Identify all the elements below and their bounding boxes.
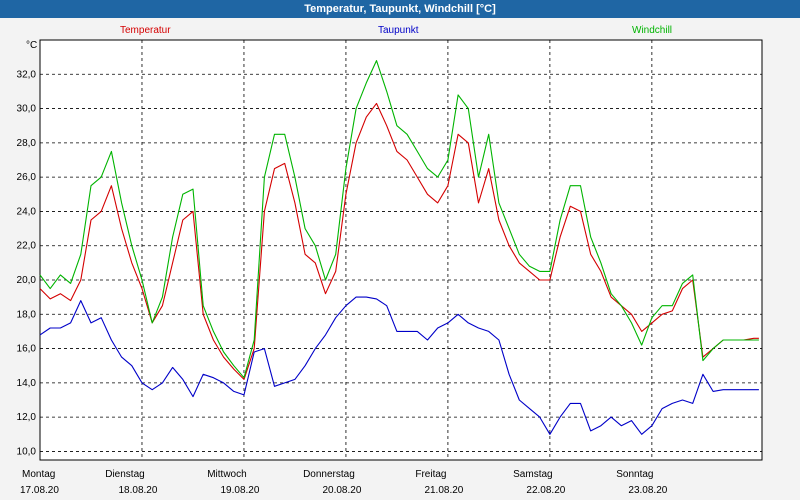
y-tick-label: 14,0 (17, 378, 37, 389)
y-gridlines (40, 73, 762, 452)
y-tick-label: 12,0 (17, 412, 37, 423)
plot-area (39, 39, 763, 461)
y-tick-label: 30,0 (17, 104, 37, 115)
x-tick-date: 20.08.20 (322, 485, 361, 496)
series-line-taupunkt (39, 296, 759, 435)
x-tick-day: Sonntag (616, 469, 653, 480)
y-tick-label: 16,0 (17, 344, 37, 355)
x-tick-date: 22.08.20 (526, 485, 565, 496)
y-axis-unit: °C (26, 40, 37, 51)
y-tick-label: 20,0 (17, 275, 37, 286)
x-tick-day: Freitag (415, 469, 446, 480)
series-line-temperatur (39, 102, 759, 380)
x-tick-date: 17.08.20 (20, 485, 59, 496)
x-tick-day: Mittwoch (207, 469, 246, 480)
legend-taupunkt: Taupunkt (378, 25, 419, 36)
y-tick-label: 24,0 (17, 206, 37, 217)
x-tick-labels: Montag 17.08.20 Dienstag 18.08.20 Mittwoch 19… (20, 469, 668, 496)
legend-windchill: Windchill (632, 25, 672, 36)
x-tick-day: Montag (22, 469, 55, 480)
x-tick-day: Samstag (513, 469, 552, 480)
x-tick-date: 19.08.20 (220, 485, 259, 496)
y-tick-label: 32,0 (17, 69, 37, 80)
y-tick-label: 22,0 (17, 241, 37, 252)
series-lines (39, 60, 759, 435)
chart-title: Temperatur, Taupunkt, Windchill [°C] (0, 0, 800, 18)
x-tick-day: Donnerstag (303, 469, 355, 480)
legend: Temperatur Taupunkt Windchill (120, 25, 672, 36)
x-tick-date: 23.08.20 (628, 485, 667, 496)
y-tick-label: 28,0 (17, 138, 37, 149)
series-line-windchill (39, 60, 759, 379)
x-gridlines (141, 40, 653, 460)
y-tick-label: 18,0 (17, 309, 37, 320)
y-tick-label: 10,0 (17, 446, 37, 457)
legend-temperatur: Temperatur (120, 25, 171, 36)
y-tick-label: 26,0 (17, 172, 37, 183)
x-tick-date: 21.08.20 (424, 485, 463, 496)
y-tick-labels: 10,0 12,0 14,0 16,0 18,0 20,0 22,0 24,0 26,0 28,0… (17, 69, 37, 457)
x-tick-date: 18.08.20 (119, 485, 158, 496)
x-tick-day: Dienstag (105, 469, 144, 480)
